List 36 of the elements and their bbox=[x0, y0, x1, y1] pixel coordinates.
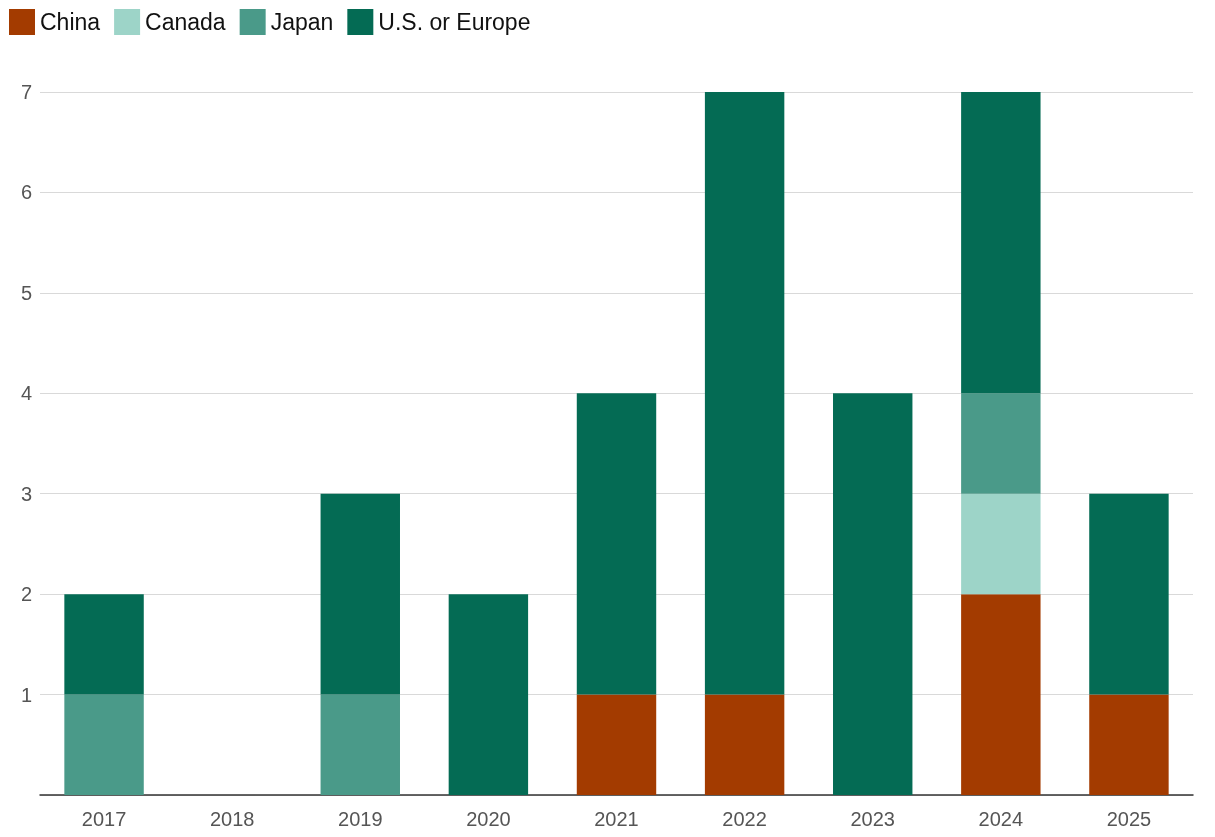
legend-label: China bbox=[40, 9, 101, 35]
y-tick-label: 7 bbox=[20, 81, 32, 103]
y-tick-label: 5 bbox=[20, 281, 32, 304]
bar bbox=[961, 92, 1041, 394]
bar bbox=[448, 594, 529, 795]
x-tick-label: 2023 bbox=[850, 808, 895, 830]
legend-label: Japan bbox=[270, 9, 334, 35]
x-tick-label: 2017 bbox=[81, 808, 127, 830]
y-tick-label: 3 bbox=[20, 482, 32, 505]
legend-label: U.S. or Europe bbox=[378, 9, 531, 35]
bar bbox=[704, 92, 785, 695]
bar bbox=[1089, 493, 1169, 695]
x-tick-label: 2021 bbox=[594, 808, 639, 830]
bar bbox=[576, 694, 657, 795]
bar bbox=[961, 493, 1041, 595]
x-tick-label: 2018 bbox=[209, 808, 255, 830]
bar bbox=[64, 694, 144, 795]
bar bbox=[64, 594, 144, 695]
bar bbox=[961, 594, 1041, 795]
x-tick-label: 2019 bbox=[338, 808, 383, 830]
bar bbox=[320, 694, 400, 795]
y-tick-label: 2 bbox=[20, 583, 32, 606]
bar bbox=[1089, 694, 1169, 795]
y-tick-label: 4 bbox=[20, 382, 32, 405]
bar bbox=[961, 393, 1041, 494]
x-tick-label: 2020 bbox=[466, 808, 511, 830]
bar bbox=[320, 493, 400, 695]
bar bbox=[833, 393, 913, 795]
legend-label: Canada bbox=[145, 9, 226, 35]
bar bbox=[704, 694, 785, 795]
y-tick-label: 1 bbox=[20, 683, 32, 706]
y-tick-label: 6 bbox=[20, 181, 32, 204]
bar bbox=[576, 393, 657, 695]
x-tick-label: 2024 bbox=[978, 808, 1024, 830]
x-tick-label: 2022 bbox=[722, 808, 767, 830]
x-tick-label: 2025 bbox=[1106, 808, 1152, 830]
